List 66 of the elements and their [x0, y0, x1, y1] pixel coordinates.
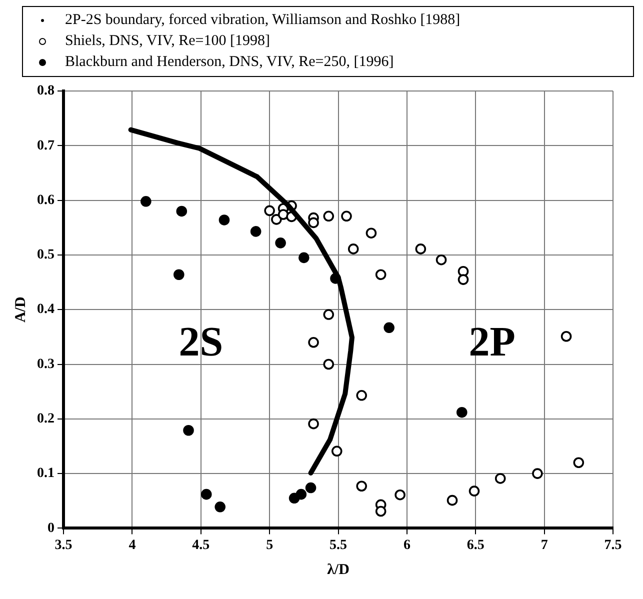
point [200, 488, 212, 500]
point [271, 214, 282, 225]
point [384, 322, 394, 334]
y-tick-label: 0.7 [37, 138, 54, 154]
point [560, 330, 572, 342]
legend-label: 2P-2S boundary, forced vibration, Williamson and Roshko [1988] [65, 12, 460, 29]
point [214, 501, 226, 512]
x-tick-label: 7 [540, 538, 548, 554]
point [308, 217, 319, 228]
point [250, 226, 262, 237]
point [348, 244, 359, 254]
point [394, 489, 406, 500]
y-tick-label: 0 [48, 520, 54, 536]
x-tick-label: 4.5 [192, 538, 210, 554]
point [218, 214, 230, 226]
point [305, 482, 316, 494]
point [183, 424, 194, 436]
x-tick-label: 5.5 [330, 538, 347, 554]
point [323, 309, 334, 320]
point [296, 488, 307, 500]
y-tick-label: 0.3 [37, 356, 54, 372]
point [308, 336, 319, 348]
point [356, 390, 368, 401]
y-tick-label: 0.1 [37, 466, 54, 482]
point [323, 210, 334, 222]
point [356, 480, 368, 492]
point [341, 210, 352, 222]
x-tick-label: 6.5 [466, 538, 484, 554]
x-axis-title: λ/D [327, 562, 350, 578]
annotation: 2P [468, 319, 516, 366]
legend-label: Blackburn and Henderson, DNS, VIV, Re=250, [1996] [65, 54, 394, 71]
point [140, 196, 152, 207]
x-tick-label: 3.5 [54, 538, 72, 554]
y-tick-label: 0.4 [37, 302, 54, 318]
y-tick-label: 0.5 [37, 248, 54, 263]
point [176, 206, 188, 217]
point [573, 457, 584, 468]
x-tick-label: 7.5 [604, 538, 622, 554]
point [366, 228, 377, 238]
point [278, 209, 289, 220]
y-axis-title: A/D [12, 296, 29, 323]
y-tick-label: 0.6 [37, 192, 54, 208]
y-tick-label: 0.2 [37, 412, 54, 427]
point [446, 494, 458, 506]
point [308, 418, 319, 430]
x-tick-label: 4 [128, 538, 136, 554]
point [375, 269, 386, 280]
point [375, 506, 386, 517]
point [415, 244, 426, 254]
x-tick-label: 6 [403, 538, 410, 554]
point [275, 238, 286, 248]
point [331, 446, 342, 457]
x-tick-label: 5 [266, 538, 274, 554]
point [298, 252, 310, 264]
point [264, 205, 275, 216]
annotation: 2S [178, 319, 224, 366]
point [456, 406, 468, 418]
point [458, 274, 469, 285]
point [323, 358, 334, 370]
point [468, 486, 480, 496]
point [436, 254, 447, 266]
y-tick-label: 0.8 [37, 84, 54, 99]
point [532, 468, 543, 479]
legend-label: Shiels, DNS, VIV, Re=100 [1998] [65, 33, 270, 50]
point [494, 473, 506, 484]
point [173, 269, 184, 280]
